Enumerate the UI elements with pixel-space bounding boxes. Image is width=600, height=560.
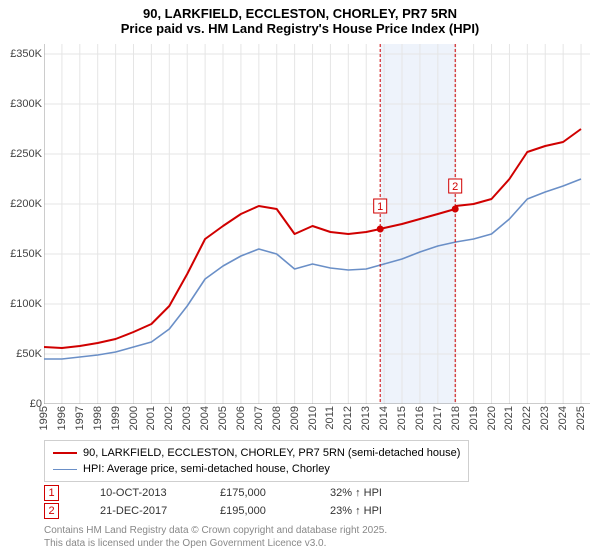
legend-label-hpi: HPI: Average price, semi-detached house,… <box>83 461 330 477</box>
legend-item-hpi: HPI: Average price, semi-detached house,… <box>53 461 460 477</box>
x-tick-label: 2004 <box>199 406 211 430</box>
sale-diff-1: 32% ↑ HPI <box>330 487 450 499</box>
legend: 90, LARKFIELD, ECCLESTON, CHORLEY, PR7 5… <box>44 440 469 482</box>
x-tick-label: 2025 <box>575 406 587 430</box>
sale-price-1: £175,000 <box>220 487 330 499</box>
chart-title-line2: Price paid vs. HM Land Registry's House … <box>0 21 600 40</box>
x-tick-label: 2017 <box>432 406 444 430</box>
x-tick-label: 2022 <box>521 406 533 430</box>
plot-background <box>44 44 590 404</box>
sale-marker-1-icon: 1 <box>44 485 59 501</box>
footer-line1: Contains HM Land Registry data © Crown c… <box>44 524 387 537</box>
x-tick-label: 2014 <box>378 406 390 430</box>
x-tick-label: 2003 <box>181 406 193 430</box>
x-tick-label: 2005 <box>217 406 229 430</box>
x-tick-label: 2018 <box>450 406 462 430</box>
x-tick-label: 2015 <box>396 406 408 430</box>
y-tick-label: £300K <box>2 98 42 110</box>
x-tick-label: 2007 <box>253 406 265 430</box>
highlight-band <box>380 44 455 404</box>
x-tick-label: 2009 <box>289 406 301 430</box>
x-tick-label: 2000 <box>128 406 140 430</box>
x-tick-label: 1999 <box>110 406 122 430</box>
x-tick-label: 1997 <box>74 406 86 430</box>
chart-plot: 12 <box>44 44 590 404</box>
sales-row-2: 2 21-DEC-2017 £195,000 23% ↑ HPI <box>44 502 450 520</box>
x-tick-label: 2024 <box>557 406 569 430</box>
x-tick-label: 1996 <box>56 406 68 430</box>
legend-label-property: 90, LARKFIELD, ECCLESTON, CHORLEY, PR7 5… <box>83 445 460 461</box>
sale-marker-2-icon: 2 <box>44 503 59 519</box>
sale-price-2: £195,000 <box>220 505 330 517</box>
x-tick-label: 2010 <box>307 406 319 430</box>
y-tick-label: £200K <box>2 198 42 210</box>
x-tick-label: 1995 <box>38 406 50 430</box>
x-tick-label: 2020 <box>486 406 498 430</box>
svg-text:1: 1 <box>377 201 383 213</box>
y-tick-label: £250K <box>2 148 42 160</box>
sale-date-2: 21-DEC-2017 <box>100 505 220 517</box>
y-tick-label: £50K <box>2 348 42 360</box>
x-tick-label: 2019 <box>468 406 480 430</box>
sales-table: 1 10-OCT-2013 £175,000 32% ↑ HPI 2 21-DE… <box>44 484 450 520</box>
sale-marker-cell: 2 <box>44 503 100 519</box>
x-tick-label: 2001 <box>145 406 157 430</box>
sales-row-1: 1 10-OCT-2013 £175,000 32% ↑ HPI <box>44 484 450 502</box>
x-tick-label: 2011 <box>324 406 336 430</box>
chart-title-line1: 90, LARKFIELD, ECCLESTON, CHORLEY, PR7 5… <box>0 0 600 21</box>
x-tick-label: 2002 <box>163 406 175 430</box>
legend-swatch-hpi <box>53 469 77 470</box>
svg-text:2: 2 <box>452 181 458 193</box>
x-tick-label: 2016 <box>414 406 426 430</box>
footer-line2: This data is licensed under the Open Gov… <box>44 537 387 550</box>
chart-container: 90, LARKFIELD, ECCLESTON, CHORLEY, PR7 5… <box>0 0 600 560</box>
x-tick-label: 1998 <box>92 406 104 430</box>
x-tick-label: 2008 <box>271 406 283 430</box>
footer: Contains HM Land Registry data © Crown c… <box>44 524 387 550</box>
y-tick-label: £100K <box>2 298 42 310</box>
sale-marker-cell: 1 <box>44 485 100 501</box>
x-tick-label: 2012 <box>342 406 354 430</box>
sale-date-1: 10-OCT-2013 <box>100 487 220 499</box>
y-tick-label: £150K <box>2 248 42 260</box>
x-tick-label: 2023 <box>539 406 551 430</box>
x-tick-label: 2021 <box>503 406 515 430</box>
x-tick-label: 2013 <box>360 406 372 430</box>
y-tick-label: £350K <box>2 48 42 60</box>
y-tick-label: £0 <box>2 398 42 410</box>
legend-swatch-property <box>53 452 77 454</box>
x-tick-label: 2006 <box>235 406 247 430</box>
legend-item-property: 90, LARKFIELD, ECCLESTON, CHORLEY, PR7 5… <box>53 445 460 461</box>
sale-diff-2: 23% ↑ HPI <box>330 505 450 517</box>
